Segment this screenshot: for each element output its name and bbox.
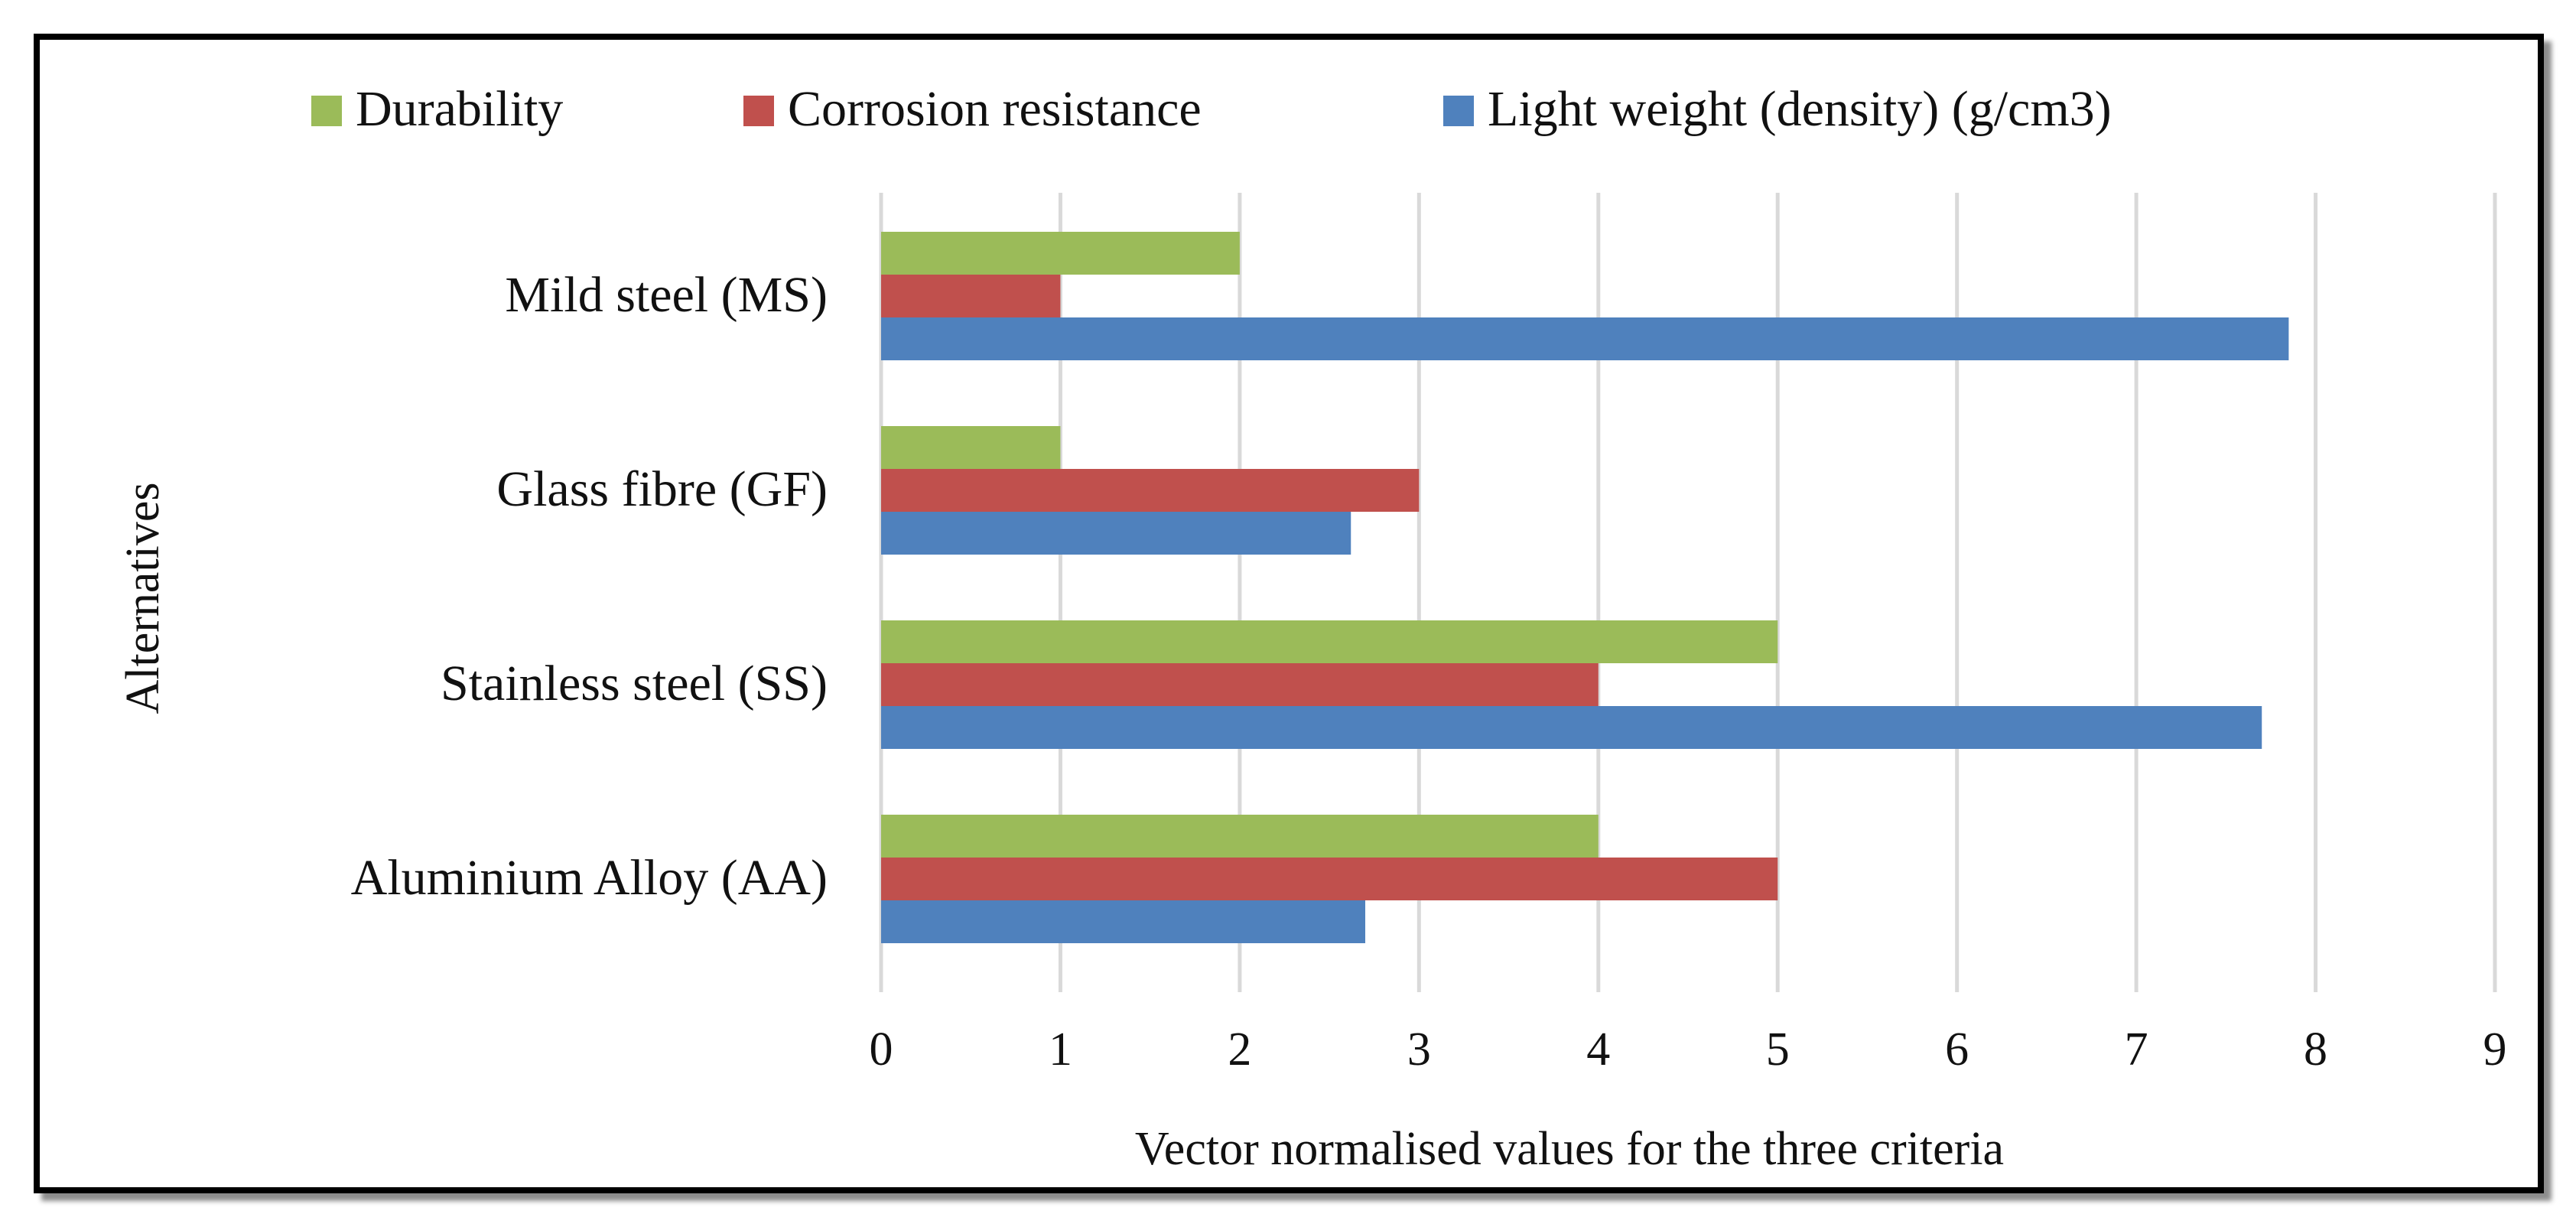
bar-light-weight-density-g-cm3: [881, 317, 2289, 360]
bar-corrosion-resistance: [881, 858, 1778, 900]
legend-label: Light weight (density) (g/cm3): [1488, 81, 2112, 137]
legend-item: Durability: [311, 81, 563, 137]
x-tick-label: 9: [2483, 1024, 2507, 1076]
category-label: Mild steel (MS): [505, 267, 828, 323]
x-tick-label: 1: [1049, 1024, 1072, 1076]
legend-swatch-durability: [311, 96, 342, 126]
bars: [881, 232, 2289, 943]
category-label: Aluminium Alloy (AA): [351, 850, 828, 906]
bar-durability: [881, 232, 1240, 275]
x-tick-label: 2: [1228, 1024, 1251, 1076]
x-axis-title: Vector normalised values for the three c…: [1135, 1123, 2004, 1175]
bar-light-weight-density-g-cm3: [881, 900, 1365, 943]
bar-corrosion-resistance: [881, 469, 1420, 512]
legend-label: Corrosion resistance: [788, 81, 1202, 137]
x-tick-label: 3: [1407, 1024, 1431, 1076]
bar-corrosion-resistance: [881, 275, 1061, 317]
bar-durability: [881, 815, 1599, 858]
x-tick-label: 0: [870, 1024, 893, 1076]
bar-corrosion-resistance: [881, 663, 1599, 706]
bar-durability: [881, 620, 1778, 663]
legend-swatch-corrosion-resistance: [743, 96, 774, 126]
legend-item: Light weight (density) (g/cm3): [1443, 81, 2112, 137]
x-tick-label: 7: [2125, 1024, 2148, 1076]
x-tick-labels: 0 1 2 3 4 5 6 7 8 9: [870, 1024, 2507, 1076]
x-tick-label: 6: [1945, 1024, 1969, 1076]
chart-frame: Durability Corrosion resistance Light weig…: [34, 34, 2544, 1193]
bar-light-weight-density-g-cm3: [881, 512, 1351, 555]
legend: Durability Corrosion resistance Light weig…: [311, 81, 2112, 137]
bar-chart: Durability Corrosion resistance Light weig…: [117, 81, 2507, 1175]
x-tick-label: 4: [1586, 1024, 1610, 1076]
legend-item: Corrosion resistance: [743, 81, 1202, 137]
x-tick-label: 8: [2304, 1024, 2327, 1076]
category-label: Glass fibre (GF): [496, 461, 828, 517]
x-tick-label: 5: [1766, 1024, 1790, 1076]
category-labels: Mild steel (MS) Glass fibre (GF) Stainless…: [351, 267, 828, 906]
legend-label: Durability: [356, 81, 563, 137]
category-label: Stainless steel (SS): [441, 656, 828, 711]
bar-durability: [881, 426, 1061, 469]
legend-swatch-light-weight-density-g-cm3: [1443, 96, 1474, 126]
bar-light-weight-density-g-cm3: [881, 706, 2262, 749]
y-axis-title: Alternatives: [117, 482, 169, 714]
